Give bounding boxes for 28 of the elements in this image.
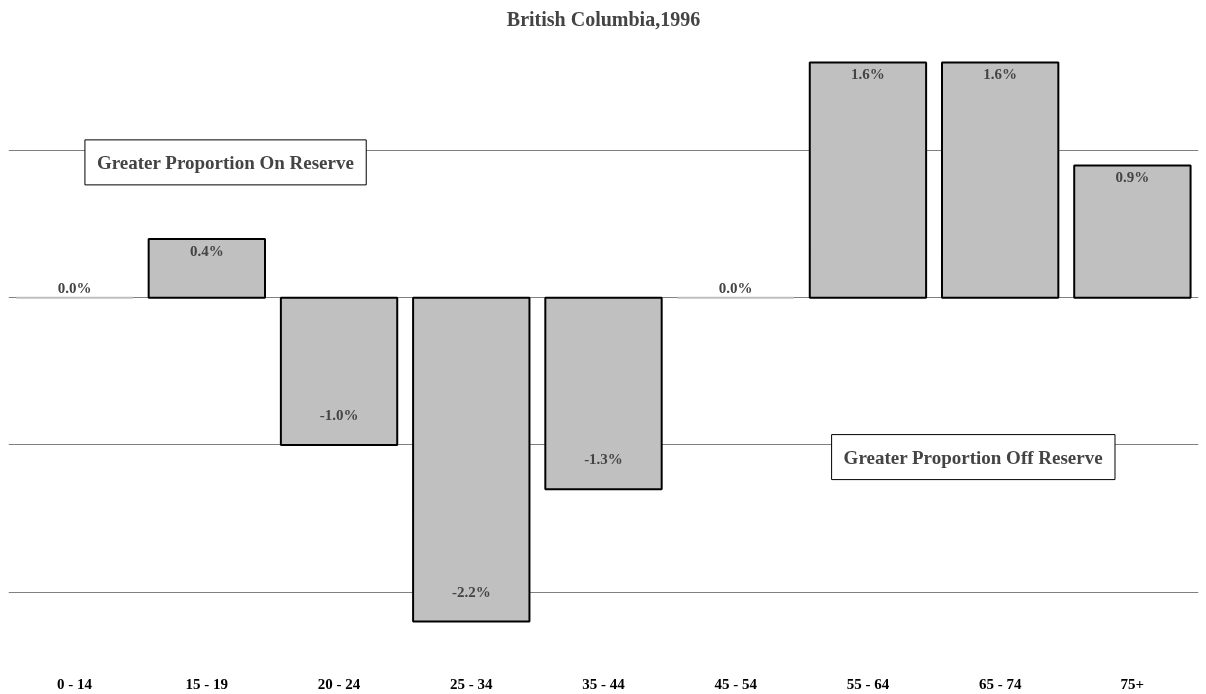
x-tick-label: 15 - 19 (185, 675, 229, 692)
bar (544, 296, 663, 491)
x-tick-label: 20 - 24 (317, 675, 361, 692)
bar (412, 296, 531, 623)
data-label: 1.6% (851, 66, 885, 83)
data-label: -1.3% (584, 451, 623, 468)
data-label: 1.6% (983, 66, 1018, 83)
bar (279, 296, 399, 446)
x-tick-label: 75+ (1120, 675, 1145, 692)
data-label: 0.0% (718, 279, 753, 296)
chart-title: British Columbia,1996 (506, 7, 701, 30)
data-label: 0.9% (1115, 169, 1150, 186)
bar (147, 238, 267, 299)
bar (808, 61, 928, 299)
x-tick-label: 65 - 74 (978, 675, 1022, 692)
data-label: 0.0% (57, 279, 92, 296)
bar (1073, 164, 1192, 299)
x-tick-label: 25 - 34 (450, 675, 494, 692)
bar (940, 61, 1060, 299)
x-tick-label: 45 - 54 (714, 675, 758, 692)
data-label: 0.4% (189, 243, 224, 260)
annotation: Greater Proportion On Reserve (96, 151, 354, 173)
data-label: -2.2% (451, 583, 491, 600)
data-label: -1.0% (319, 406, 359, 423)
x-tick-label: 55 - 64 (846, 675, 890, 692)
annotation: Greater Proportion Off Reserve (843, 446, 1103, 468)
x-tick-label: 0 - 14 (57, 675, 93, 692)
x-tick-label: 35 - 44 (582, 675, 626, 692)
